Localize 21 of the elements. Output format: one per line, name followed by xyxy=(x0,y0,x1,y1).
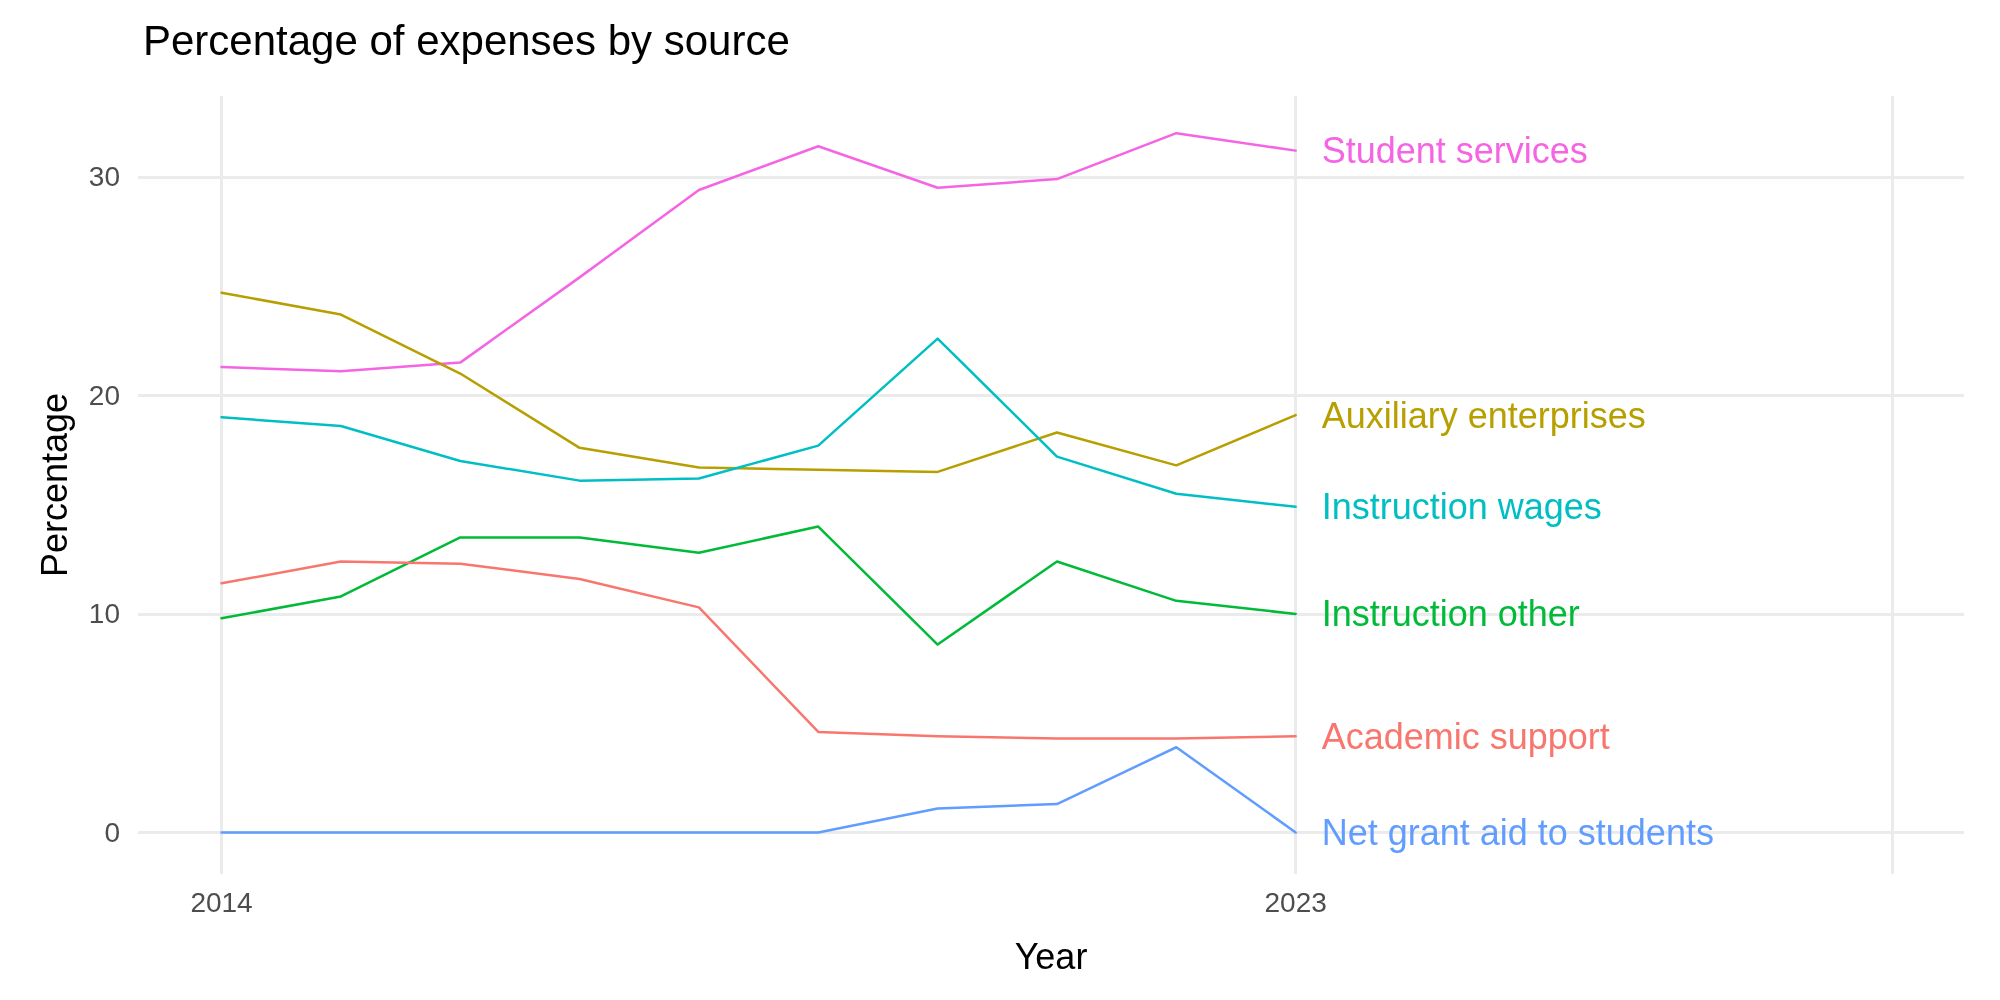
y-tick-label: 0 xyxy=(104,816,120,848)
line-series xyxy=(220,291,1297,474)
series-label: Student services xyxy=(1321,130,1588,172)
line-series xyxy=(220,131,1297,373)
x-axis-title: Year xyxy=(1014,935,1088,977)
line-series xyxy=(220,337,1297,509)
y-tick-label: 30 xyxy=(88,161,120,193)
x-tick-label: 2023 xyxy=(1264,886,1327,918)
chart-title: Percentage of expenses by source xyxy=(143,16,790,64)
x-tick-label: 2014 xyxy=(190,886,253,918)
y-tick-label: 10 xyxy=(88,598,120,630)
series-label: Net grant aid to students xyxy=(1321,811,1714,853)
series-label: Auxiliary enterprises xyxy=(1321,394,1646,436)
line-series xyxy=(220,746,1297,834)
series-label: Instruction other xyxy=(1321,593,1580,635)
line-series xyxy=(220,525,1297,646)
y-axis-title: Percentage xyxy=(33,392,75,578)
y-tick-label: 20 xyxy=(88,379,120,411)
line-series xyxy=(220,560,1297,740)
series-label: Academic support xyxy=(1321,715,1610,757)
series-label: Instruction wages xyxy=(1321,486,1602,528)
